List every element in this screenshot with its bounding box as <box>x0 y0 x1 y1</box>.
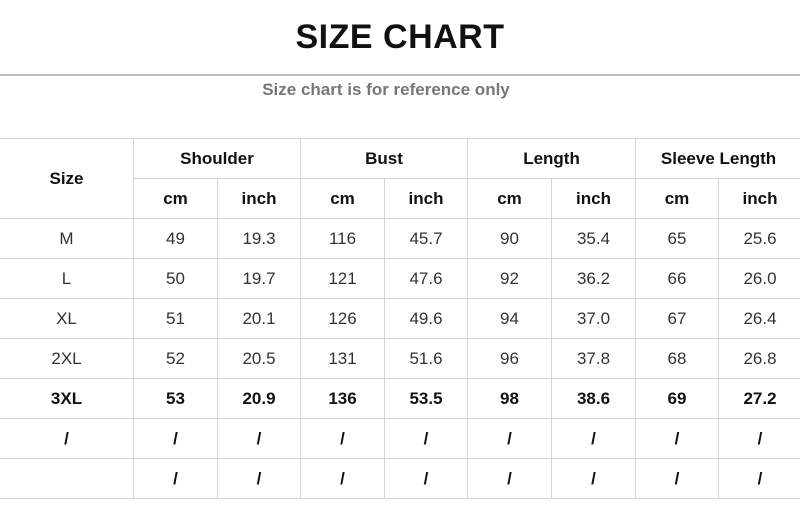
value-cell: / <box>635 458 720 499</box>
value-cell: / <box>384 458 469 499</box>
value-cell: / <box>718 418 800 459</box>
value-cell: 52 <box>133 338 218 379</box>
value-cell: 19.7 <box>216 258 302 299</box>
value-cell: 36.2 <box>551 258 637 299</box>
value-cell: 66 <box>635 258 720 299</box>
value-cell: 131 <box>300 338 386 379</box>
size-chart-table: Size Shoulder Bust Length Sleeve Length cm i… <box>0 138 800 499</box>
value-cell: 50 <box>133 258 218 299</box>
value-cell: / <box>300 458 386 499</box>
size-cell: 3XL <box>0 378 134 419</box>
header-unit: cm <box>133 178 218 219</box>
header-unit: cm <box>300 178 386 219</box>
size-cell: L <box>0 258 134 299</box>
size-cell: 2XL <box>0 338 134 379</box>
value-cell: / <box>551 418 637 459</box>
value-cell: 53 <box>133 378 218 419</box>
value-cell: 116 <box>300 218 386 259</box>
value-cell: 92 <box>467 258 553 299</box>
value-cell: / <box>467 458 553 499</box>
header-unit: inch <box>718 178 800 219</box>
value-cell: / <box>133 458 218 499</box>
header-group: Bust <box>300 138 469 179</box>
value-cell: / <box>384 418 469 459</box>
value-cell: 37.0 <box>551 298 637 339</box>
value-cell: 45.7 <box>384 218 469 259</box>
size-cell <box>0 458 134 499</box>
value-cell: 51 <box>133 298 218 339</box>
header-unit: inch <box>384 178 469 219</box>
header-unit: cm <box>467 178 553 219</box>
value-cell: 98 <box>467 378 553 419</box>
header-unit: cm <box>635 178 720 219</box>
header-group: Sleeve Length <box>635 138 800 179</box>
value-cell: 65 <box>635 218 720 259</box>
table-row: / / / / / / / / <box>0 458 800 499</box>
subtitle: Size chart is for reference only <box>262 80 510 99</box>
value-cell: 49.6 <box>384 298 469 339</box>
value-cell: 37.8 <box>551 338 637 379</box>
size-cell: M <box>0 218 134 259</box>
value-cell: / <box>635 418 720 459</box>
table-row: XL 51 20.1 126 49.6 94 37.0 67 26.4 <box>0 298 800 339</box>
header-unit: inch <box>216 178 302 219</box>
value-cell: / <box>216 418 302 459</box>
value-cell: 121 <box>300 258 386 299</box>
size-cell: XL <box>0 298 134 339</box>
value-cell: 27.2 <box>718 378 800 419</box>
table-row: 2XL 52 20.5 131 51.6 96 37.8 68 26.8 <box>0 338 800 379</box>
table-row: / / / / / / / / / <box>0 418 800 459</box>
value-cell: 53.5 <box>384 378 469 419</box>
table-row: L 50 19.7 121 47.6 92 36.2 66 26.0 <box>0 258 800 299</box>
value-cell: 68 <box>635 338 720 379</box>
value-cell: 20.5 <box>216 338 302 379</box>
header-size: Size <box>0 138 134 219</box>
value-cell: 20.1 <box>216 298 302 339</box>
value-cell: 49 <box>133 218 218 259</box>
value-cell: 96 <box>467 338 553 379</box>
value-cell: 20.9 <box>216 378 302 419</box>
value-cell: / <box>216 458 302 499</box>
size-cell: / <box>0 418 134 459</box>
value-cell: 51.6 <box>384 338 469 379</box>
table-row: 3XL 53 20.9 136 53.5 98 38.6 69 27.2 <box>0 378 800 419</box>
value-cell: / <box>133 418 218 459</box>
value-cell: 26.4 <box>718 298 800 339</box>
header-unit: inch <box>551 178 637 219</box>
table-row: M 49 19.3 116 45.7 90 35.4 65 25.6 <box>0 218 800 259</box>
value-cell: 126 <box>300 298 386 339</box>
header-group: Shoulder <box>132 138 302 179</box>
value-cell: 94 <box>467 298 553 339</box>
value-cell: 38.6 <box>551 378 637 419</box>
value-cell: 136 <box>300 378 386 419</box>
value-cell: 47.6 <box>384 258 469 299</box>
header-group: Length <box>467 138 637 179</box>
value-cell: / <box>300 418 386 459</box>
value-cell: 25.6 <box>718 218 800 259</box>
value-cell: 90 <box>467 218 553 259</box>
value-cell: / <box>467 418 553 459</box>
value-cell: 35.4 <box>551 218 637 259</box>
value-cell: 19.3 <box>216 218 302 259</box>
value-cell: 67 <box>635 298 720 339</box>
divider <box>0 74 800 76</box>
value-cell: 69 <box>635 378 720 419</box>
value-cell: 26.0 <box>718 258 800 299</box>
page-title: SIZE CHART <box>295 18 505 56</box>
value-cell: / <box>718 458 800 499</box>
value-cell: / <box>551 458 637 499</box>
value-cell: 26.8 <box>718 338 800 379</box>
